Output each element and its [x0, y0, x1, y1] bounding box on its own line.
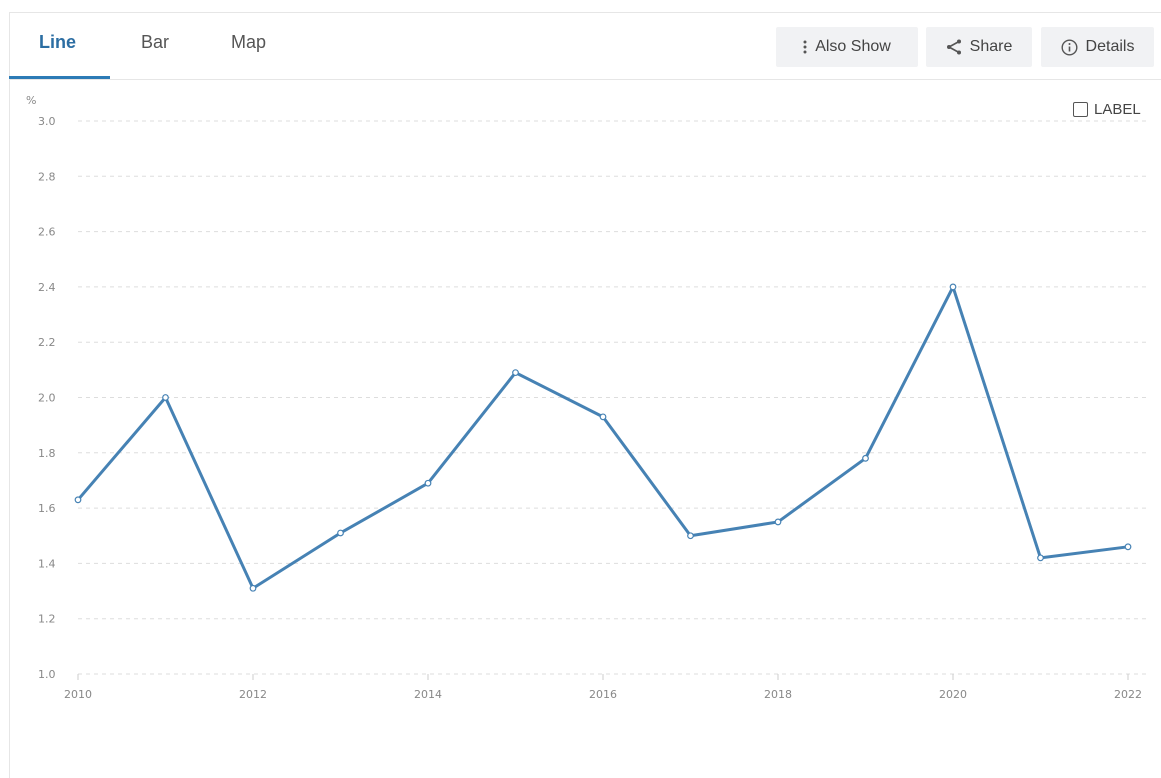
series-line: [76, 285, 1129, 590]
data-point[interactable]: [74, 496, 82, 504]
y-axis-unit: %: [26, 94, 36, 107]
data-point[interactable]: [687, 532, 694, 540]
x-tick-label: 2010: [64, 688, 92, 701]
y-tick-label: 3.0: [38, 115, 56, 128]
data-point[interactable]: [337, 529, 344, 537]
chart-tabs: Line Bar Map: [9, 12, 1161, 80]
label-toggle[interactable]: LABEL: [1073, 101, 1141, 118]
y-tick-label: 1.4: [38, 557, 56, 570]
data-point[interactable]: [1037, 554, 1044, 562]
tab-bar[interactable]: Bar: [141, 32, 170, 52]
data-point[interactable]: [424, 479, 432, 487]
label-checkbox[interactable]: [1073, 102, 1088, 117]
share-label: Share: [969, 38, 1013, 55]
also-show-label: Also Show: [815, 38, 891, 55]
x-tick-labels: 2010 2012 2014 2016 2018 2020 2022: [64, 674, 1142, 701]
data-point[interactable]: [1124, 543, 1132, 551]
details-label: Details: [1085, 38, 1135, 55]
tab-map[interactable]: Map: [231, 32, 267, 52]
x-tick-label: 2022: [1114, 688, 1142, 701]
active-tab-indicator: [9, 76, 110, 79]
data-point[interactable]: [512, 369, 519, 377]
y-tick-label: 2.8: [38, 170, 56, 183]
grid-lines: [78, 120, 1150, 675]
data-point[interactable]: [949, 283, 957, 291]
y-tick-label: 2.0: [38, 392, 56, 405]
info-icon: [1061, 38, 1078, 56]
x-tick-label: 2020: [939, 688, 967, 701]
share-icon: [946, 39, 962, 55]
data-point[interactable]: [162, 394, 169, 401]
data-points: [74, 283, 1132, 592]
more-vertical-icon: [803, 40, 807, 54]
data-point[interactable]: [862, 454, 869, 462]
y-tick-label: 1.8: [38, 447, 56, 460]
y-tick-labels: 1.0 1.2 1.4 1.6 1.8 2.0 2.2 2.4 2.6 2.8 3.0: [38, 115, 56, 681]
tab-line[interactable]: Line: [39, 32, 77, 52]
y-tick-label: 2.4: [38, 281, 56, 294]
also-show-button[interactable]: Also Show: [776, 27, 918, 67]
y-tick-label: 1.0: [38, 668, 56, 681]
y-tick-label: 2.2: [38, 336, 56, 349]
x-tick-label: 2018: [764, 688, 792, 701]
details-button[interactable]: Details: [1041, 27, 1154, 67]
data-point[interactable]: [774, 518, 782, 526]
x-tick-label: 2012: [239, 688, 267, 701]
y-tick-label: 1.6: [38, 502, 56, 515]
label-toggle-text: LABEL: [1094, 101, 1141, 118]
chart-panel: [9, 12, 1161, 778]
x-tick-label: 2014: [414, 688, 442, 701]
y-tick-label: 1.2: [38, 613, 56, 626]
x-tick-label: 2016: [589, 688, 617, 701]
share-button[interactable]: Share: [926, 27, 1032, 67]
data-point[interactable]: [599, 413, 607, 421]
y-tick-label: 2.6: [38, 226, 56, 239]
data-point[interactable]: [249, 584, 257, 592]
